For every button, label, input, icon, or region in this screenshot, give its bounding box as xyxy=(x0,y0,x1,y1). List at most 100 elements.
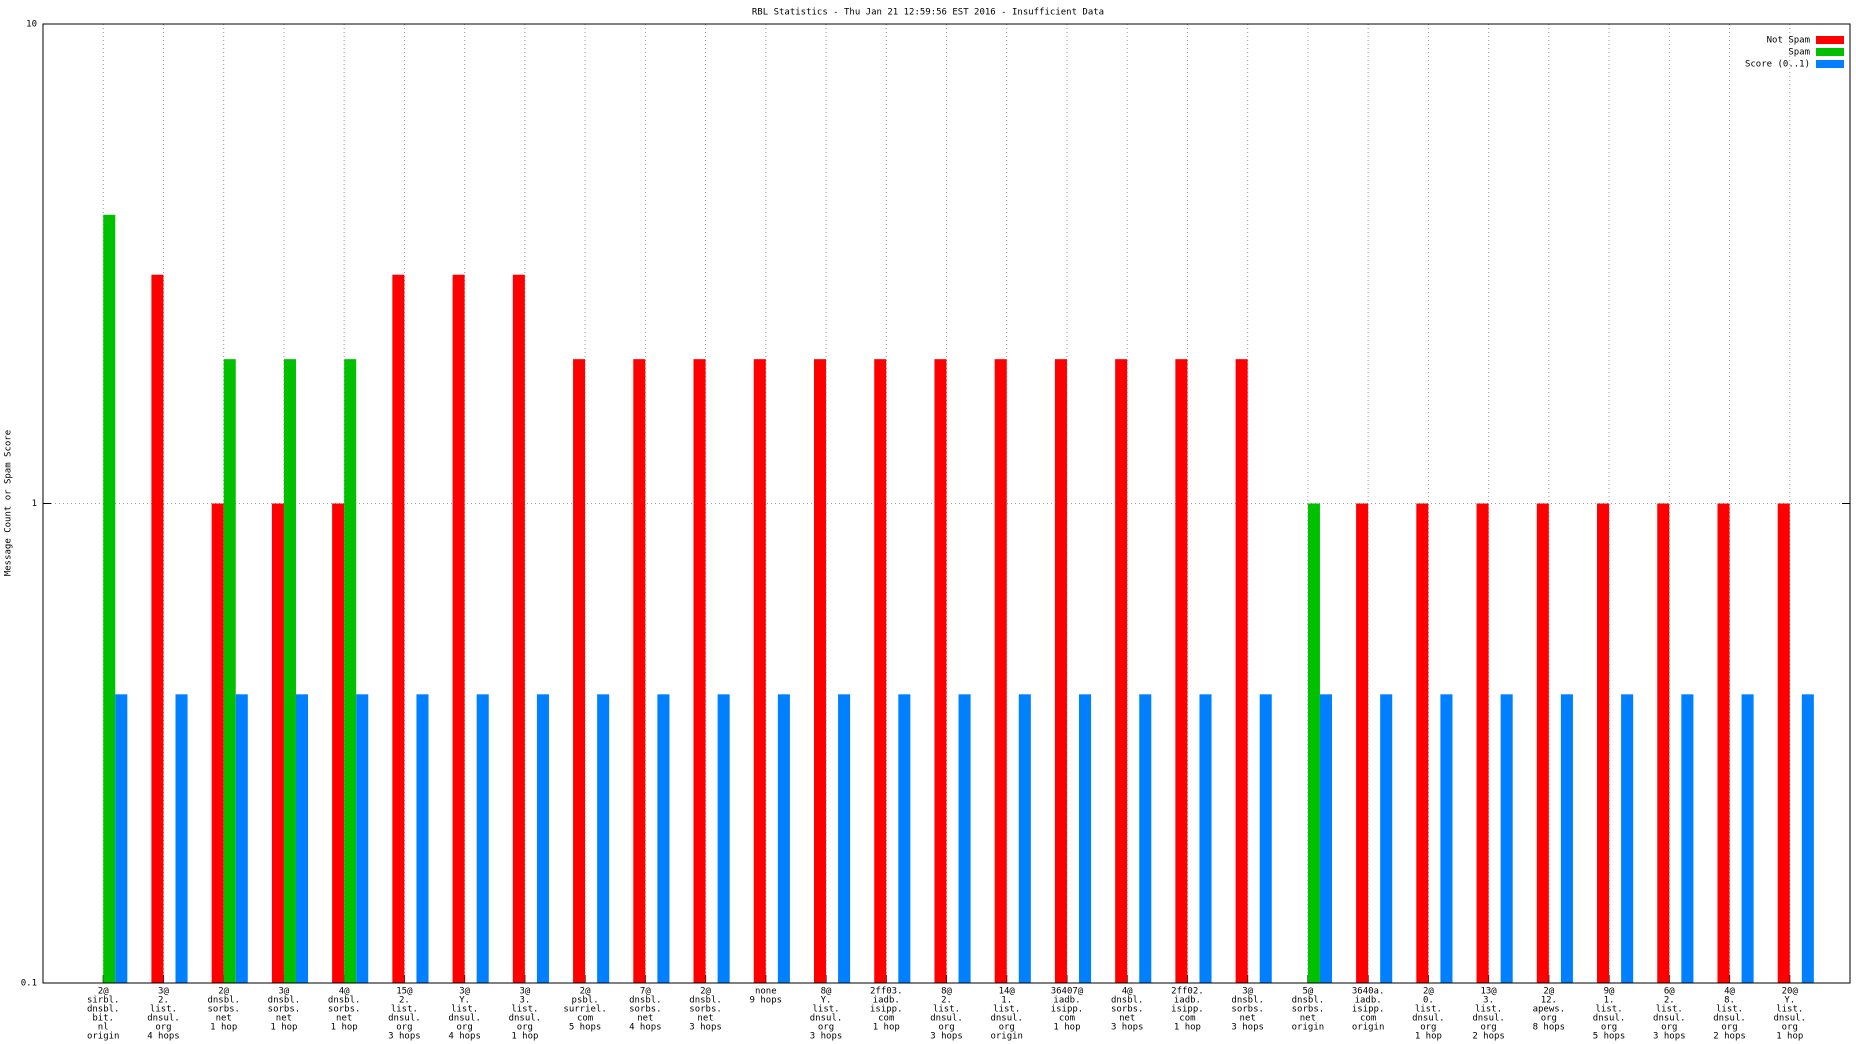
x-tick-label: list. xyxy=(933,1005,960,1015)
x-tick-label: 3 hops xyxy=(810,1032,843,1042)
x-tick-label: psbl. xyxy=(572,996,599,1006)
x-tick-label: sorbs. xyxy=(268,1005,301,1015)
legend-swatch xyxy=(1816,48,1844,56)
x-tick-label: org xyxy=(155,1023,171,1033)
bar xyxy=(416,694,429,983)
x-tick-label: nl xyxy=(98,1023,109,1033)
bar xyxy=(283,359,296,983)
bar xyxy=(1621,694,1634,983)
x-tick-label: 3 hops xyxy=(1653,1032,1686,1042)
x-tick-label: 3@ xyxy=(158,987,169,997)
bar xyxy=(717,694,730,983)
x-tick-label: 1 hop xyxy=(210,1023,237,1033)
bar xyxy=(1175,359,1188,983)
bar xyxy=(1717,503,1730,983)
x-tick-label: dnsul. xyxy=(1713,1014,1746,1024)
x-tick-label: 2@ xyxy=(580,987,591,997)
x-tick-label: net xyxy=(336,1014,352,1024)
x-tick-label: net xyxy=(276,1014,292,1024)
x-tick-label: 3 hops xyxy=(1231,1023,1264,1033)
x-tick-label: 6@ xyxy=(1664,987,1675,997)
x-tick-label: bit. xyxy=(92,1014,114,1024)
bar xyxy=(633,359,646,983)
x-tick-label: dnsul. xyxy=(1593,1014,1626,1024)
bar xyxy=(392,274,405,984)
y-tick-label: 1 xyxy=(32,499,37,509)
x-tick-label: 3 hops xyxy=(930,1032,963,1042)
x-tick-label: dnsbl. xyxy=(1111,996,1144,1006)
x-tick-label: org xyxy=(1541,1014,1557,1024)
x-tick-label: 2 hops xyxy=(1472,1032,1505,1042)
bar xyxy=(1777,503,1790,983)
bar xyxy=(898,694,911,983)
x-tick-label: com xyxy=(1059,1014,1075,1024)
legend-label: Not Spam xyxy=(1767,36,1810,46)
x-tick-label: 4@ xyxy=(339,987,350,997)
legend-label: Score (0..1) xyxy=(1745,60,1810,70)
x-tick-label: dnsbl. xyxy=(1231,996,1264,1006)
x-tick-label: isipp. xyxy=(1051,1005,1084,1015)
chart-title: RBL Statistics - Thu Jan 21 12:59:56 EST… xyxy=(752,8,1104,18)
x-tick-label: origin xyxy=(990,1032,1023,1042)
x-tick-label: sirbl. xyxy=(87,996,120,1006)
x-tick-label: com xyxy=(1360,1014,1376,1024)
x-tick-label: 1. xyxy=(1001,996,1012,1006)
x-tick-label: 2@ xyxy=(1543,987,1554,997)
x-tick-label: 2. xyxy=(941,996,952,1006)
x-tick-label: Y. xyxy=(459,996,470,1006)
x-tick-label: 1 hop xyxy=(270,1023,297,1033)
legend-swatch xyxy=(1816,36,1844,44)
x-tick-label: dnsul. xyxy=(1653,1014,1686,1024)
bar xyxy=(1235,359,1248,983)
bar xyxy=(1500,694,1513,983)
x-tick-label: list. xyxy=(1596,1005,1623,1015)
x-tick-label: org xyxy=(457,1023,473,1033)
x-tick-label: 3@ xyxy=(459,987,470,997)
x-tick-label: 2@ xyxy=(1423,987,1434,997)
x-tick-label: 1 hop xyxy=(1776,1032,1803,1042)
x-tick-label: none xyxy=(755,987,777,997)
x-tick-label: surriel. xyxy=(563,1005,606,1015)
bar xyxy=(1597,503,1610,983)
x-tick-label: apews. xyxy=(1533,1005,1566,1015)
x-tick-label: 5@ xyxy=(1302,987,1313,997)
x-tick-label: isipp. xyxy=(1171,1005,1204,1015)
bar xyxy=(235,694,248,983)
x-tick-label: org xyxy=(1420,1023,1436,1033)
x-tick-label: isipp. xyxy=(1352,1005,1385,1015)
bar xyxy=(1657,503,1670,983)
x-tick-label: 1 hop xyxy=(331,1023,358,1033)
x-tick-label: com xyxy=(577,1014,593,1024)
x-tick-label: com xyxy=(878,1014,894,1024)
x-tick-label: list. xyxy=(993,1005,1020,1015)
x-tick-label: sorbs. xyxy=(207,1005,240,1015)
x-tick-label: net xyxy=(216,1014,232,1024)
bar xyxy=(874,359,887,983)
x-tick-label: list. xyxy=(1716,1005,1743,1015)
bar xyxy=(1560,694,1573,983)
x-tick-label: 3. xyxy=(519,996,530,1006)
x-tick-label: 36407@ xyxy=(1051,987,1084,997)
x-tick-label: net xyxy=(1119,1014,1135,1024)
bar xyxy=(1416,503,1429,983)
x-tick-label: 4 hops xyxy=(629,1023,662,1033)
x-tick-label: list. xyxy=(1776,1005,1803,1015)
bar xyxy=(597,694,610,983)
x-tick-label: org xyxy=(1601,1023,1617,1033)
x-tick-label: origin xyxy=(1292,1023,1325,1033)
bar xyxy=(344,359,357,983)
x-tick-label: 2. xyxy=(158,996,169,1006)
bar xyxy=(175,694,188,983)
x-tick-label: 12. xyxy=(1541,996,1557,1006)
x-tick-label: list. xyxy=(1656,1005,1683,1015)
x-tick-label: iadb. xyxy=(1355,996,1382,1006)
x-tick-label: net xyxy=(1300,1014,1316,1024)
bar xyxy=(1307,503,1320,983)
x-tick-label: iadb. xyxy=(1053,996,1080,1006)
x-tick-label: net xyxy=(637,1014,653,1024)
x-tick-label: dnsul. xyxy=(147,1014,180,1024)
bar xyxy=(151,274,164,984)
bar xyxy=(1259,694,1272,983)
bar xyxy=(1079,694,1092,983)
x-tick-label: origin xyxy=(1352,1023,1385,1033)
